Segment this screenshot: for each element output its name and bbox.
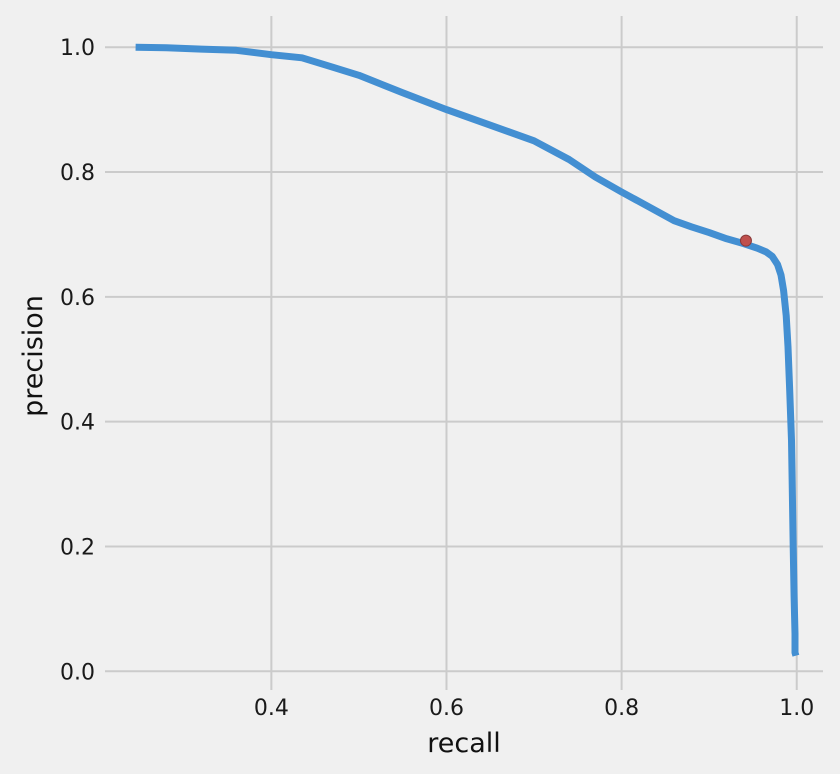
x-tick-label: 0.8 xyxy=(604,696,639,721)
x-tick-label: 0.6 xyxy=(429,696,464,721)
y-tick-label: 1.0 xyxy=(60,36,95,61)
y-tick-label: 0.2 xyxy=(60,535,95,560)
y-tick-label: 0.0 xyxy=(60,660,95,685)
x-tick-label: 0.4 xyxy=(254,696,289,721)
y-axis-label: precision xyxy=(18,295,49,417)
x-axis-label: recall xyxy=(427,728,501,759)
y-tick-label: 0.8 xyxy=(60,161,95,186)
series-layer xyxy=(135,43,800,657)
grid xyxy=(105,16,823,690)
y-tick-labels: 0.0 0.2 0.4 0.6 0.8 1.0 xyxy=(60,36,95,685)
y-tick-label: 0.4 xyxy=(60,411,95,436)
x-tick-label: 1.0 xyxy=(779,696,814,721)
pr-curve-line xyxy=(135,43,800,657)
y-tick-label: 0.6 xyxy=(60,286,95,311)
x-tick-labels: 0.4 0.6 0.8 1.0 xyxy=(254,696,814,721)
threshold-point-marker xyxy=(739,234,752,247)
